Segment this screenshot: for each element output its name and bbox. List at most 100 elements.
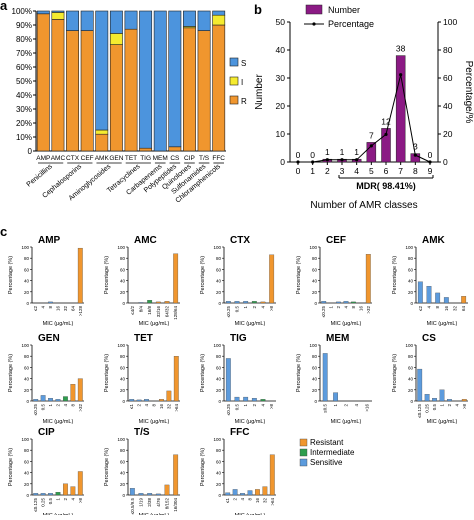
percentage-point [311,160,315,164]
mic-y-tick-label: 100 [117,245,125,250]
mic-tick-label: 16 [444,306,449,312]
mic-tick-label: >32 [366,306,371,314]
mic-y-tick-label: 40 [216,471,222,476]
mic-bar [234,301,240,304]
mic-bar [461,399,467,402]
bar-segment-r [36,13,50,152]
percentage-point [355,158,359,162]
mic-y-tick-label: 20 [120,482,126,487]
mic-panel-title: T/S [134,427,150,438]
mic-tick-label: >16 [364,404,369,412]
class-group-label: Penicillins [26,163,55,189]
data-label: 12 [381,116,391,126]
mic-tick-label: 4 [427,306,432,309]
mic-y-tick-label: 20 [312,290,318,295]
mic-tick-label: 8 [152,404,157,407]
x-tick-label: MEM [153,155,168,162]
bar-segment-i [51,12,65,20]
mic-tick-label: 1 [56,498,61,501]
x-tick-label: CTX [66,155,80,162]
right-tick-label: 60 [443,73,453,83]
legend-label-r: R [241,97,247,106]
mic-y-tick-label: 100 [117,437,125,442]
percentage-point [428,160,432,164]
bar-segment-s [80,10,94,31]
mic-tick-label: 2 [336,306,341,309]
left-axis-title: Number [254,74,265,110]
percentage-point [325,158,329,162]
number-bar [381,128,391,163]
legend-swatch-r [229,95,239,105]
bar-segment-r [80,30,94,152]
mic-tick-label: 2 [252,306,257,309]
mic-y-tick-label: 20 [24,290,30,295]
mic-tick-label: 4 [240,498,245,501]
mic-bar [260,301,266,304]
percentage-point [413,153,417,157]
y-tick-label: 40% [16,91,32,100]
mic-y-tick-label: 20 [312,388,318,393]
mic-bar [155,301,161,304]
mic-tick-label: 1/19 [139,498,144,507]
bar-segment-s [153,10,167,152]
mic-tick-label: 32 [63,306,68,312]
mic-y-tick-label: 60 [216,365,222,370]
mic-panel-cef: CEF 0 20 40 60 80 100 Percentage (%) ≤0.25 1 2 4 8 16… [296,235,372,327]
mic-panel-ts: T/S 0 20 40 60 80 100 Percentage (%) ≤0.5/9.5 1/1… [104,427,180,519]
legend-label-i: I [241,78,243,87]
mic-panel-gen: GEN 0 20 40 60 80 100 Percentage (%) ≤0.25 0.5 1 2 4… [8,333,84,425]
mic-bar [48,398,53,402]
y-tick-label: 80% [16,35,32,44]
mic-tick-label: ≤0.25 [226,404,231,416]
left-tick-label: 50 [276,17,286,27]
mic-bar [48,301,53,304]
x-tick-label: 9 [428,166,433,176]
mic-bar [461,296,467,304]
legend-swatch-percentage-dot [312,22,316,26]
mic-y-tick-label: 0 [218,493,221,498]
mic-tick-label: 1 [243,306,248,309]
mic-tick-label: 1 [329,306,334,309]
right-tick-label: 20 [443,129,453,139]
mic-bar [234,396,240,402]
mic-tick-label: 4 [344,306,349,309]
mic-panel-amp: AMP 0 20 40 60 80 100 Percentage (%) ≤2 4 8 16 32 64 >… [8,235,84,327]
data-label: 0 [296,150,301,160]
mic-tick-label: ≤1 [129,404,134,409]
mic-bar [269,254,275,304]
legend-swatch-i [229,76,239,86]
mic-tick-label: 4 [261,404,266,407]
x-tick-label: AMK [95,155,110,162]
mic-tick-label: >8 [269,306,274,312]
x-tick-label: TET [125,155,137,162]
mic-x-axis-title: MIC (μg/mL) [43,419,74,425]
mic-bar [343,301,349,304]
x-tick-label: 7 [398,166,403,176]
mic-y-tick-label: 20 [408,290,414,295]
mic-bar [321,301,327,304]
mic-bar [147,493,153,496]
mic-tick-label: 2 [233,498,238,501]
y-tick-label: 50% [16,77,32,86]
mic-y-tick-label: 100 [405,343,413,348]
x-tick-label: 5 [369,166,374,176]
mic-y-tick-label: 100 [405,245,413,250]
mic-y-tick-label: 80 [408,256,414,261]
percentage-point [340,158,344,162]
bar-segment-r [197,30,211,152]
mic-tick-label: 4 [41,306,46,309]
mic-tick-label: 0.25 [41,498,46,507]
bar-segment-s [212,10,226,16]
mic-y-tick-label: 0 [26,399,29,404]
mic-y-axis-title: Percentage (%) [392,354,398,392]
bar-segment-r [95,133,109,152]
mic-panel-amk: AMK 0 20 40 60 80 100 Percentage (%) ≤2 4 8 16 32 64 M… [392,235,468,327]
mic-y-tick-label: 100 [213,343,221,348]
bar-segment-r [139,147,153,152]
legend-label-number: Number [328,5,360,15]
mic-panel-title: FFC [230,427,249,438]
bar-segment-r [51,19,65,152]
mic-tick-label: 8 [70,404,75,407]
mic-tick-label: ≤1 [225,498,230,503]
mic-y-tick-label: 40 [216,377,222,382]
